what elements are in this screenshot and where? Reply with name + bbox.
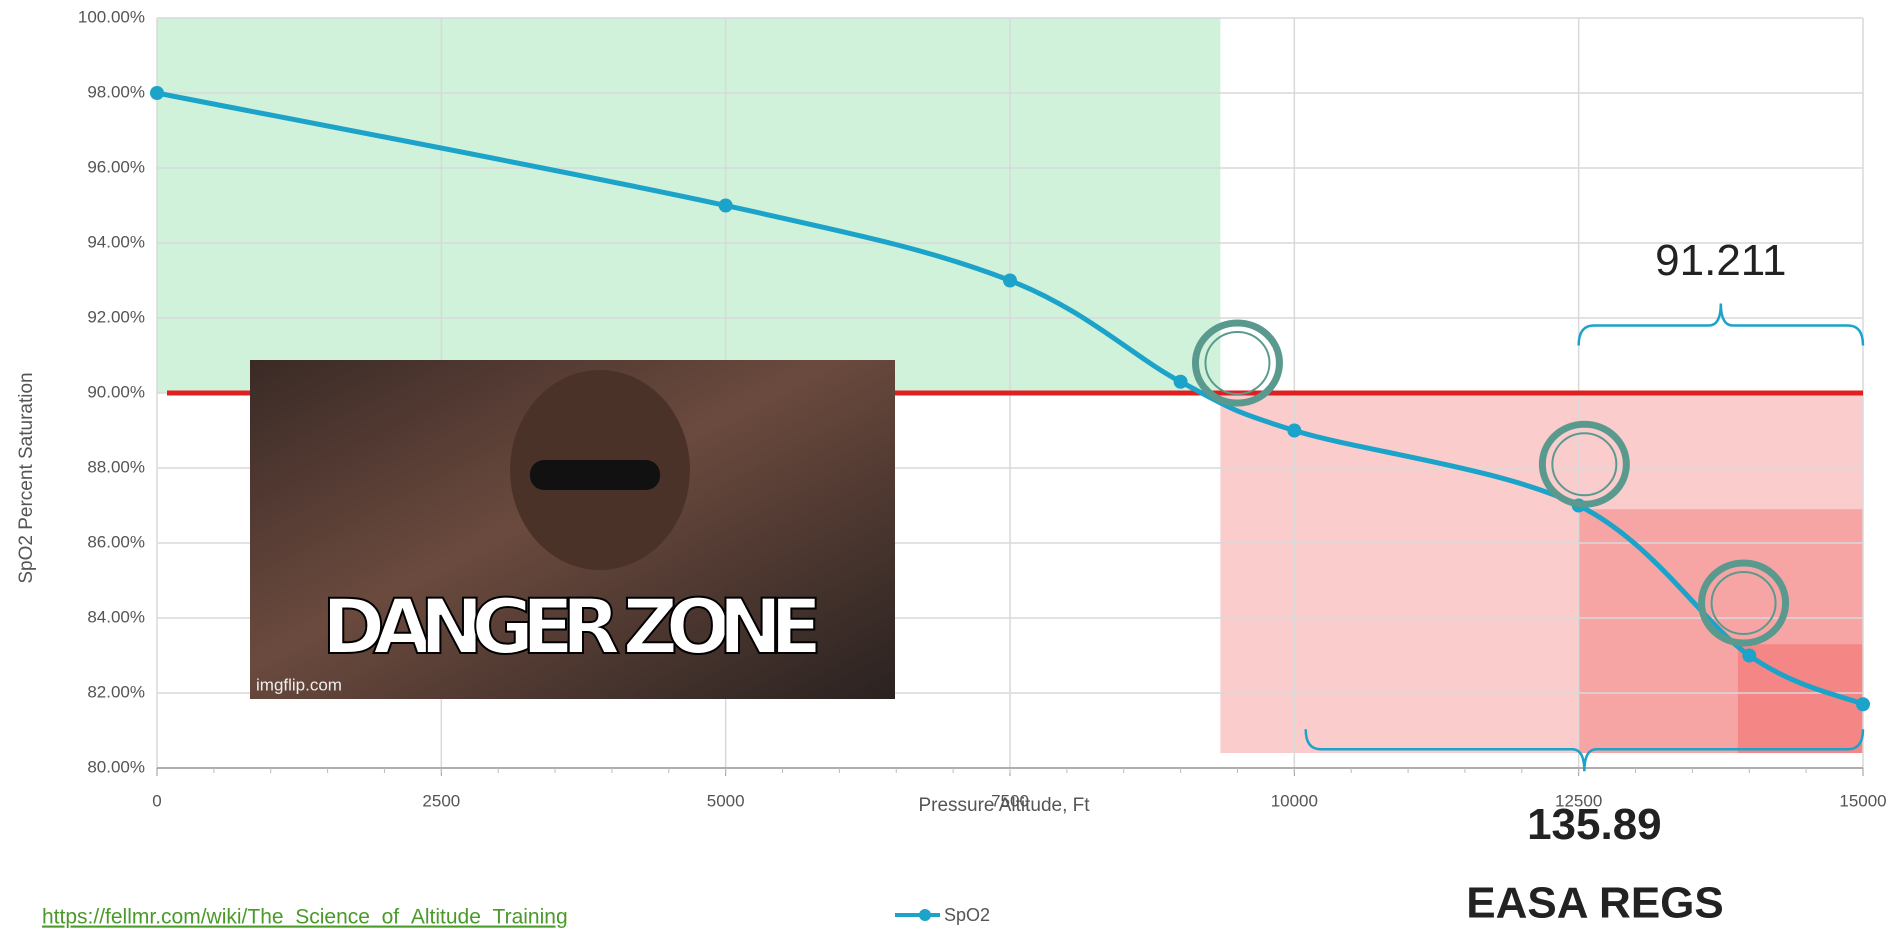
y-tick-label: 82.00%: [87, 682, 145, 701]
x-tick-label: 5000: [707, 791, 745, 810]
image-credit: imgflip.com: [256, 675, 342, 694]
y-tick-label: 84.00%: [87, 607, 145, 626]
y-tick-label: 86.00%: [87, 532, 145, 551]
page: {"chart_data": {"type": "line", "x_label…: [0, 0, 1897, 930]
y-tick-label: 88.00%: [87, 457, 145, 476]
y-tick-label: 98.00%: [87, 82, 145, 101]
data-point: [1003, 274, 1017, 288]
legend-marker: [919, 909, 931, 921]
y-tick-label: 96.00%: [87, 157, 145, 176]
image-glasses: [530, 460, 660, 490]
bracket-label: 135.89: [1527, 800, 1662, 849]
y-tick-label: 80.00%: [87, 757, 145, 776]
y-tick-label: 92.00%: [87, 307, 145, 326]
x-tick-label: 7500: [991, 791, 1029, 810]
x-tick-label: 10000: [1271, 791, 1318, 810]
y-tick-label: 90.00%: [87, 382, 145, 401]
x-tick-label: 0: [152, 791, 161, 810]
footer-label: EASA REGS: [1466, 879, 1724, 928]
x-tick-label: 2500: [422, 791, 460, 810]
data-point: [1174, 375, 1188, 389]
image-caption: DANGER ZONE: [322, 582, 822, 671]
bracket: [1579, 304, 1863, 346]
data-point: [1287, 424, 1301, 438]
legend-label: SpO2: [944, 905, 990, 925]
data-point: [719, 199, 733, 213]
data-point: [150, 86, 164, 100]
data-point: [1742, 649, 1756, 663]
y-tick-label: 94.00%: [87, 232, 145, 251]
y-axis-title: SpO2 Percent Saturation: [16, 372, 37, 583]
data-point: [1856, 697, 1870, 711]
source-link[interactable]: https://fellmr.com/wiki/The_Science_of_A…: [42, 906, 568, 929]
x-tick-label: 15000: [1839, 791, 1886, 810]
bracket-label: 91.211: [1655, 236, 1786, 285]
meme-image: DANGER ZONE imgflip.com: [250, 360, 895, 699]
chart: Pressure Altitude, Ft SpO2 Percent Satur…: [0, 0, 1897, 930]
zone-band: [157, 18, 1220, 393]
y-tick-label: 100.00%: [78, 7, 145, 26]
